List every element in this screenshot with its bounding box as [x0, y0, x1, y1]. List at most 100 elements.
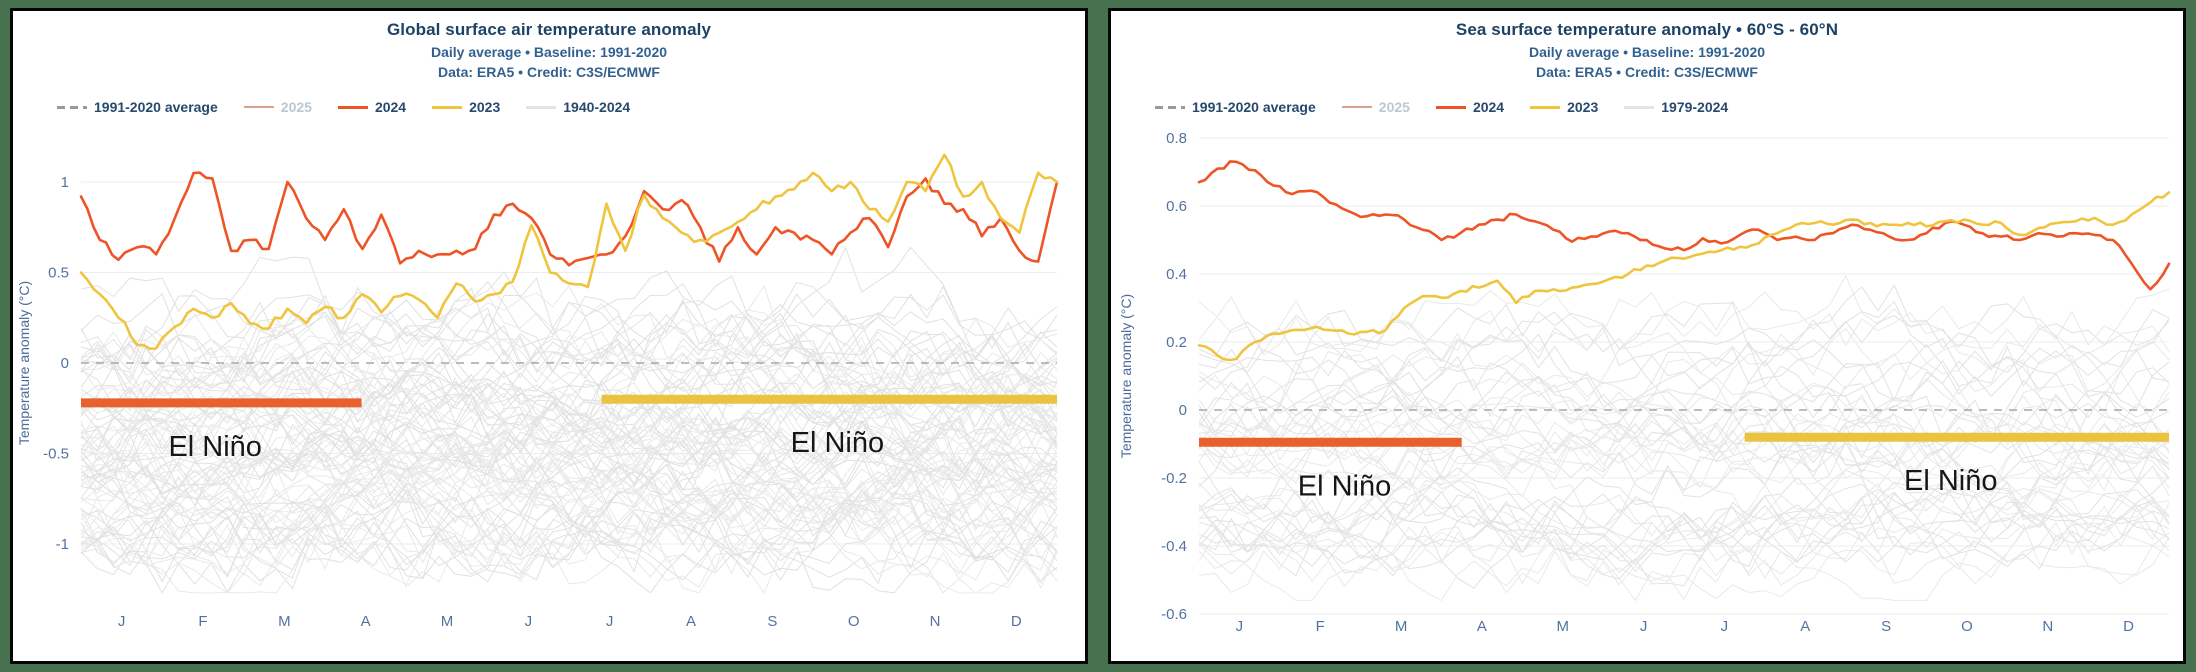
background-year-line — [80, 284, 1058, 387]
background-year-line — [80, 332, 1058, 436]
background-year-line — [1198, 409, 2170, 511]
background-year-line — [80, 467, 1058, 583]
series-line-2024 — [79, 171, 1059, 267]
x-tick-label: J — [1236, 618, 1244, 635]
background-year-line — [1198, 476, 2170, 577]
chart-subtitle-baseline: Daily average • Baseline: 1991-2020 — [430, 44, 668, 60]
legend-item-2023[interactable]: 2023 — [432, 99, 500, 115]
legend-item-2025[interactable]: 2025 — [1341, 99, 1410, 115]
background-year-line — [1198, 300, 2170, 410]
x-tick-label: J — [1640, 618, 1648, 635]
background-year-line — [1198, 445, 2170, 589]
background-year-line — [1198, 509, 2170, 586]
legend-label: 1991-2020 average — [1192, 99, 1316, 115]
x-tick-label: A — [1800, 618, 1810, 635]
background-year-line — [80, 309, 1058, 406]
background-year-line — [1198, 274, 2170, 354]
legend-label: 2023 — [1567, 99, 1599, 115]
legend-label: 2025 — [280, 99, 312, 115]
background-year-line — [80, 488, 1058, 579]
legend-item-1979-2024[interactable]: 1979-2024 — [1624, 99, 1728, 115]
y-axis-title: Temperature anomaly (°C) — [16, 281, 32, 445]
background-year-line — [80, 390, 1058, 494]
chart-title: Sea surface temperature anomaly • 60°S -… — [1455, 20, 1839, 39]
series-line-2024 — [1197, 160, 2171, 291]
y-tick-label: 0.6 — [1166, 198, 1187, 215]
background-year-line — [1198, 414, 2170, 497]
y-tick-label: -1 — [56, 536, 69, 553]
x-tick-label: S — [767, 613, 777, 630]
legend-item-2023[interactable]: 2023 — [1530, 99, 1598, 115]
air-chart-header: Global surface air temperature anomaly D… — [13, 20, 1085, 80]
air-temp-chart-panel: Global surface air temperature anomaly D… — [10, 8, 1088, 664]
background-year-line — [1198, 403, 2170, 488]
legend-swatch — [1435, 105, 1466, 109]
background-year-line — [80, 448, 1058, 576]
sea-temp-chart: 0.8 0.6 0.4 0.2 0 -0.2 -0.4 -0.6 El Niño El Niño J… — [1118, 130, 2171, 635]
legend-label: 1979-2024 — [1661, 99, 1729, 115]
background-year-line — [80, 312, 1058, 427]
legend-item-2024[interactable]: 2024 — [337, 99, 406, 115]
background-year-line — [80, 376, 1058, 501]
air-temp-chart: 1 0.5 0 -0.5 -1 El Niño El Niño J F M A M J J A S O N D Tem… — [16, 153, 1059, 630]
background-year-line — [80, 327, 1058, 433]
background-year-line — [1198, 303, 2170, 390]
legend-swatch — [1341, 106, 1372, 108]
x-tick-label: J — [118, 613, 126, 630]
legend-label: 2023 — [469, 99, 501, 115]
legend-label: 1940-2024 — [563, 99, 631, 115]
legend-item-1991-2020-average[interactable]: 1991-2020 average — [57, 99, 218, 115]
legend-item-2025[interactable]: 2025 — [243, 99, 312, 115]
x-tick-label: J — [606, 613, 614, 630]
background-year-line — [80, 270, 1058, 348]
background-year-line — [1198, 417, 2170, 514]
background-year-line — [80, 387, 1058, 499]
y-tick-label: 1 — [61, 174, 69, 191]
chart-title: Global surface air temperature anomaly — [386, 20, 712, 39]
background-year-line — [1198, 355, 2170, 455]
legend-item-2024[interactable]: 2024 — [1435, 99, 1504, 115]
background-year-line — [80, 429, 1058, 496]
background-year-line — [1198, 311, 2170, 402]
x-tick-label: F — [1316, 618, 1325, 635]
y-tick-label: -0.5 — [43, 446, 69, 463]
sea-chart-header: Sea surface temperature anomaly • 60°S -… — [1111, 20, 2183, 80]
y-tick-label: 0.8 — [1166, 130, 1187, 147]
background-year-line — [80, 421, 1058, 511]
x-tick-label: O — [1961, 618, 1973, 635]
x-tick-label: D — [2123, 618, 2134, 635]
el-nino-label: El Niño — [1298, 470, 1392, 502]
background-year-line — [1198, 327, 2170, 410]
chart-subtitle-baseline: Daily average • Baseline: 1991-2020 — [1528, 44, 1766, 60]
background-year-line — [1198, 435, 2170, 525]
x-tick-label: J — [1721, 618, 1729, 635]
legend-swatch — [337, 105, 368, 109]
background-year-line — [80, 424, 1058, 547]
legend-label: 1991-2020 average — [94, 99, 218, 115]
x-tick-label: F — [198, 613, 207, 630]
background-year-line — [1198, 384, 2170, 464]
x-tick-label: M — [441, 613, 454, 630]
x-tick-label: S — [1881, 618, 1891, 635]
legend-swatch — [1155, 105, 1185, 109]
legend-swatch — [1624, 105, 1655, 109]
background-year-line — [1198, 377, 2170, 465]
x-tick-label: M — [278, 613, 291, 630]
background-year-line — [80, 357, 1058, 494]
y-tick-label: 0 — [1179, 402, 1187, 419]
background-year-line — [80, 445, 1058, 533]
legend-item-1991-2020-average[interactable]: 1991-2020 average — [1155, 99, 1316, 115]
background-year-line — [1198, 358, 2170, 440]
background-year-line — [1198, 412, 2170, 505]
sea-temp-chart-panel: Sea surface temperature anomaly • 60°S -… — [1108, 8, 2186, 664]
background-year-line — [1198, 496, 2170, 601]
background-year-line — [80, 498, 1058, 588]
background-year-line — [80, 465, 1058, 594]
x-tick-label: M — [1557, 618, 1570, 635]
background-year-line — [80, 356, 1058, 468]
legend-item-1940-2024[interactable]: 1940-2024 — [526, 99, 630, 115]
x-tick-label: N — [2042, 618, 2053, 635]
background-year-line — [1198, 291, 2170, 371]
background-year-line — [1198, 482, 2170, 574]
background-year-line — [1198, 472, 2170, 555]
